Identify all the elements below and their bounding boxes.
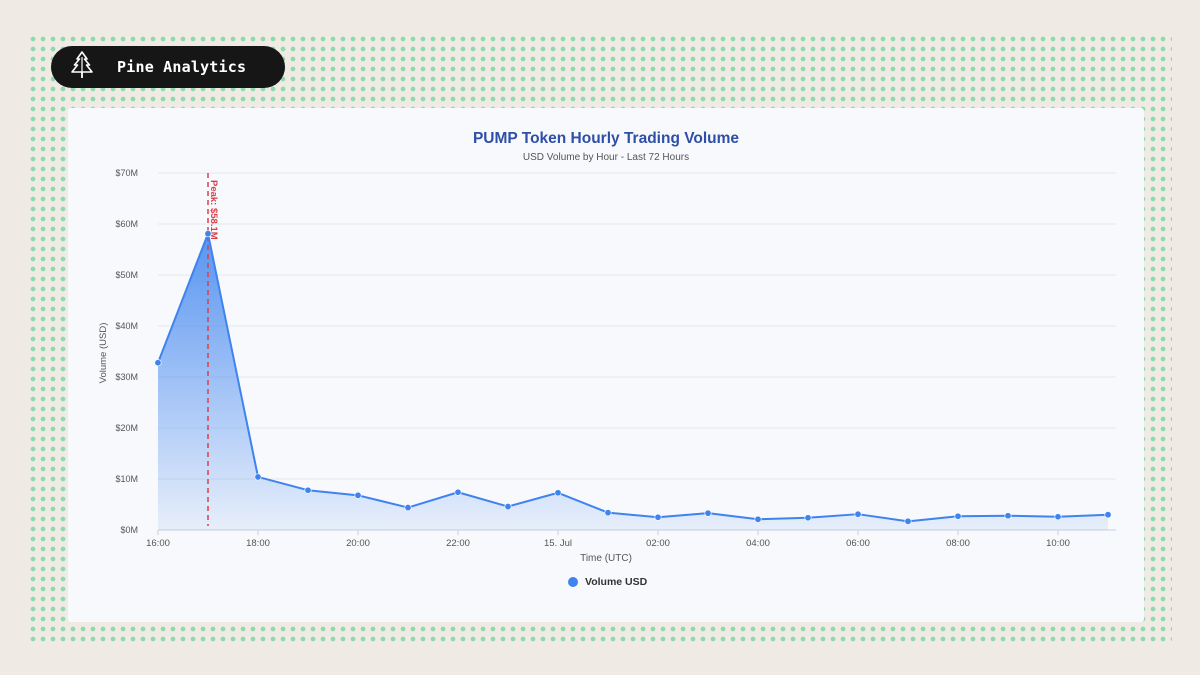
volume-chart: Peak: $58.1M $0M $10M $20M $30M $40M $50M $60M…	[98, 168, 1116, 564]
x-tick-label: 06:00	[846, 538, 870, 549]
x-tick-label: 16:00	[146, 538, 170, 549]
data-point[interactable]	[754, 515, 762, 523]
data-point[interactable]	[204, 230, 212, 238]
x-tick-label: 22:00	[446, 538, 470, 549]
y-tick-label: $40M	[115, 321, 138, 331]
y-tick-label: $20M	[115, 423, 138, 433]
chart-subtitle: USD Volume by Hour - Last 72 Hours	[522, 152, 690, 163]
volume-area	[158, 233, 1108, 530]
data-point[interactable]	[1104, 511, 1112, 519]
legend-marker	[568, 577, 578, 587]
y-tick-label: $30M	[115, 372, 138, 382]
data-point[interactable]	[904, 517, 912, 525]
y-tick-label: $60M	[115, 219, 138, 229]
y-tick-label: $0M	[120, 525, 138, 535]
data-point[interactable]	[704, 509, 712, 517]
y-axis-label: Volume (USD)	[98, 323, 109, 384]
x-tick-label: 04:00	[746, 538, 770, 549]
data-point[interactable]	[404, 504, 412, 512]
y-tick-label: $70M	[115, 168, 138, 178]
data-point[interactable]	[1054, 513, 1062, 521]
chart-card: PUMP Token Hourly Trading Volume USD Vol…	[68, 108, 1144, 622]
x-tick-label: 08:00	[946, 538, 970, 549]
data-point[interactable]	[354, 491, 362, 499]
brand-name: Pine Analytics	[117, 58, 247, 76]
y-tick-label: $50M	[115, 270, 138, 280]
data-point[interactable]	[804, 514, 812, 522]
x-tick-label: 02:00	[646, 538, 670, 549]
x-axis-label: Time (UTC)	[580, 553, 632, 564]
data-point[interactable]	[554, 489, 562, 497]
data-point[interactable]	[954, 512, 962, 520]
chart-legend[interactable]: Volume USD	[568, 576, 647, 588]
x-tick-label: 20:00	[346, 538, 370, 549]
data-point[interactable]	[304, 486, 312, 494]
legend-label: Volume USD	[585, 576, 648, 588]
pine-tree-icon	[69, 50, 95, 84]
chart-title: PUMP Token Hourly Trading Volume	[472, 130, 740, 147]
y-tick-label: $10M	[115, 474, 138, 484]
data-point[interactable]	[154, 359, 162, 367]
x-tick-label: 18:00	[246, 538, 270, 549]
x-tick-label: 10:00	[1046, 538, 1070, 549]
x-tick-label: 15. Jul	[544, 538, 572, 549]
brand-badge: Pine Analytics	[51, 46, 285, 88]
data-point[interactable]	[604, 509, 612, 517]
data-point[interactable]	[454, 488, 462, 496]
volume-line	[157, 232, 1109, 523]
peak-annotation: Peak: $58.1M	[208, 180, 219, 240]
data-point[interactable]	[654, 513, 662, 521]
data-point[interactable]	[854, 510, 862, 518]
data-point[interactable]	[1004, 512, 1012, 520]
data-point[interactable]	[504, 503, 512, 511]
data-point[interactable]	[254, 473, 262, 481]
